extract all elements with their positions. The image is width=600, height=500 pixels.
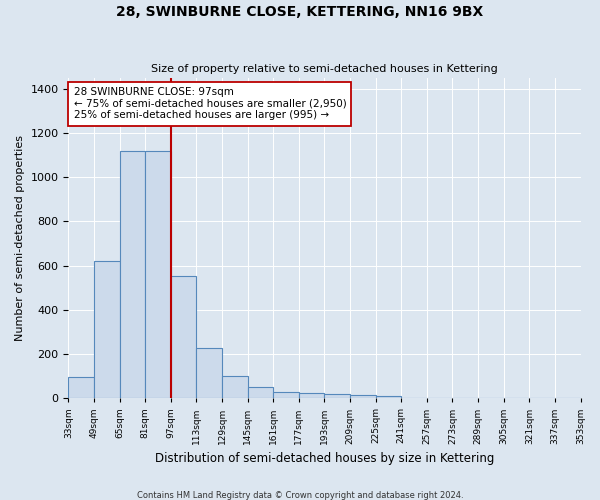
- Bar: [222, 376, 248, 398]
- Y-axis label: Number of semi-detached properties: Number of semi-detached properties: [15, 135, 25, 341]
- Text: Contains HM Land Registry data © Crown copyright and database right 2024.: Contains HM Land Registry data © Crown c…: [137, 490, 463, 500]
- Bar: [94, 261, 119, 398]
- Bar: [299, 392, 325, 398]
- Bar: [68, 378, 94, 398]
- Bar: [350, 395, 376, 398]
- Bar: [248, 387, 273, 398]
- X-axis label: Distribution of semi-detached houses by size in Kettering: Distribution of semi-detached houses by …: [155, 452, 494, 465]
- Bar: [196, 348, 222, 399]
- Text: 28 SWINBURNE CLOSE: 97sqm
← 75% of semi-detached houses are smaller (2,950)
25% : 28 SWINBURNE CLOSE: 97sqm ← 75% of semi-…: [74, 87, 346, 120]
- Text: 28, SWINBURNE CLOSE, KETTERING, NN16 9BX: 28, SWINBURNE CLOSE, KETTERING, NN16 9BX: [116, 5, 484, 19]
- Bar: [171, 276, 196, 398]
- Bar: [376, 396, 401, 398]
- Bar: [325, 394, 350, 398]
- Bar: [273, 392, 299, 398]
- Bar: [145, 150, 171, 398]
- Title: Size of property relative to semi-detached houses in Kettering: Size of property relative to semi-detach…: [151, 64, 498, 74]
- Bar: [119, 150, 145, 398]
